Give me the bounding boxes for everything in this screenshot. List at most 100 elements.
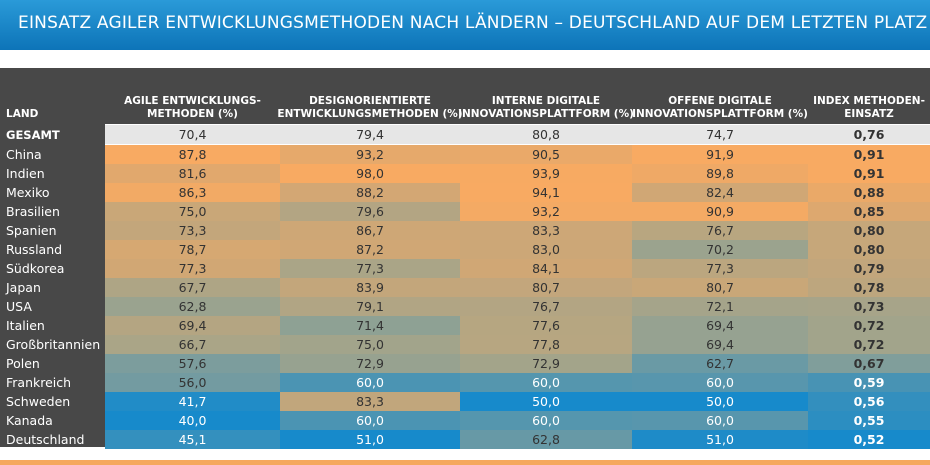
cell-value: 60,0 xyxy=(632,373,808,392)
country: Schweden xyxy=(6,394,71,409)
cell-value: 60,0 xyxy=(280,373,460,392)
index-value: 0,72 xyxy=(808,335,930,354)
cell-value: 72,1 xyxy=(632,297,808,316)
index-value: 0,80 xyxy=(808,221,930,240)
cell-value: 69,4 xyxy=(105,316,280,335)
cell-value: 50,0 xyxy=(632,392,808,411)
cell-value: 62,8 xyxy=(460,430,632,449)
cell-value: 86,7 xyxy=(280,221,460,240)
cell-value: 77,3 xyxy=(632,259,808,278)
column-header: LAND xyxy=(6,108,39,120)
cell-value: 79,1 xyxy=(280,297,460,316)
total-value: 74,7 xyxy=(632,125,808,144)
index-value: 0,91 xyxy=(808,145,930,164)
cell-value: 60,0 xyxy=(460,373,632,392)
total-value: 0,76 xyxy=(808,125,930,144)
cell-value: 80,7 xyxy=(460,278,632,297)
cell-value: 93,2 xyxy=(460,202,632,221)
cell-value: 69,4 xyxy=(632,335,808,354)
country: Frankreich xyxy=(6,375,72,390)
cell-value: 72,9 xyxy=(280,354,460,373)
cell-value: 69,4 xyxy=(632,316,808,335)
cell-value: 71,4 xyxy=(280,316,460,335)
column-header: OFFENE DIGITALE INNOVATIONSPLATTFORM (%) xyxy=(632,95,808,120)
cell-value: 62,8 xyxy=(105,297,280,316)
cell-value: 77,8 xyxy=(460,335,632,354)
country: Deutschland xyxy=(6,432,85,447)
country: Kanada xyxy=(6,413,53,428)
index-value: 0,52 xyxy=(808,430,930,449)
cell-value: 89,8 xyxy=(632,164,808,183)
column-header: INDEX METHODEN- EINSATZ xyxy=(813,95,925,120)
cell-value: 67,7 xyxy=(105,278,280,297)
country: Spanien xyxy=(6,223,57,238)
index-value: 0,56 xyxy=(808,392,930,411)
country: Polen xyxy=(6,356,40,371)
cell-value: 60,0 xyxy=(632,411,808,430)
index-value: 0,80 xyxy=(808,240,930,259)
cell-value: 41,7 xyxy=(105,392,280,411)
cell-value: 90,5 xyxy=(460,145,632,164)
cell-value: 45,1 xyxy=(105,430,280,449)
index-value: 0,67 xyxy=(808,354,930,373)
index-value: 0,72 xyxy=(808,316,930,335)
cell-value: 88,2 xyxy=(280,183,460,202)
country: Japan xyxy=(6,280,41,295)
index-value: 0,73 xyxy=(808,297,930,316)
title: EINSATZ AGILER ENTWICKLUNGSMETHODEN NACH… xyxy=(18,13,928,33)
cell-value: 76,7 xyxy=(460,297,632,316)
cell-value: 40,0 xyxy=(105,411,280,430)
index-value: 0,85 xyxy=(808,202,930,221)
cell-value: 93,9 xyxy=(460,164,632,183)
cell-value: 83,0 xyxy=(460,240,632,259)
cell-value: 98,0 xyxy=(280,164,460,183)
cell-value: 56,0 xyxy=(105,373,280,392)
cell-value: 60,0 xyxy=(460,411,632,430)
cell-value: 62,7 xyxy=(632,354,808,373)
cell-value: 78,7 xyxy=(105,240,280,259)
country: USA xyxy=(6,299,32,314)
cell-value: 87,8 xyxy=(105,145,280,164)
cell-value: 73,3 xyxy=(105,221,280,240)
cell-value: 72,9 xyxy=(460,354,632,373)
cell-value: 84,1 xyxy=(460,259,632,278)
cell-value: 75,0 xyxy=(105,202,280,221)
country: Russland xyxy=(6,242,63,257)
column-header: INTERNE DIGITALE INNOVATIONSPLATTFORM (%) xyxy=(458,95,634,120)
cell-value: 91,9 xyxy=(632,145,808,164)
cell-value: 83,9 xyxy=(280,278,460,297)
cell-value: 83,3 xyxy=(280,392,460,411)
index-value: 0,55 xyxy=(808,411,930,430)
title-bar: EINSATZ AGILER ENTWICKLUNGSMETHODEN NACH… xyxy=(0,0,930,50)
index-value: 0,79 xyxy=(808,259,930,278)
country-band xyxy=(0,124,105,447)
column-header: AGILE ENTWICKLUNGS- METHODEN (%) xyxy=(124,95,261,120)
total-label: GESAMT xyxy=(6,127,60,142)
country: Mexiko xyxy=(6,185,50,200)
country: China xyxy=(6,147,42,162)
cell-value: 66,7 xyxy=(105,335,280,354)
column-header: DESIGNORIENTIERTE ENTWICKLUNGSMETHODEN (%… xyxy=(277,95,463,120)
country: Italien xyxy=(6,318,45,333)
total-value: 80,8 xyxy=(460,125,632,144)
cell-value: 80,7 xyxy=(632,278,808,297)
cell-value: 50,0 xyxy=(460,392,632,411)
cell-value: 51,0 xyxy=(280,430,460,449)
cell-value: 60,0 xyxy=(280,411,460,430)
cell-value: 70,2 xyxy=(632,240,808,259)
cell-value: 77,3 xyxy=(280,259,460,278)
cell-value: 87,2 xyxy=(280,240,460,259)
cell-value: 79,6 xyxy=(280,202,460,221)
index-value: 0,91 xyxy=(808,164,930,183)
index-value: 0,88 xyxy=(808,183,930,202)
cell-value: 76,7 xyxy=(632,221,808,240)
total-value: 79,4 xyxy=(280,125,460,144)
cell-value: 77,3 xyxy=(105,259,280,278)
cell-value: 75,0 xyxy=(280,335,460,354)
cell-value: 81,6 xyxy=(105,164,280,183)
index-value: 0,78 xyxy=(808,278,930,297)
cell-value: 51,0 xyxy=(632,430,808,449)
index-value: 0,59 xyxy=(808,373,930,392)
cell-value: 90,9 xyxy=(632,202,808,221)
